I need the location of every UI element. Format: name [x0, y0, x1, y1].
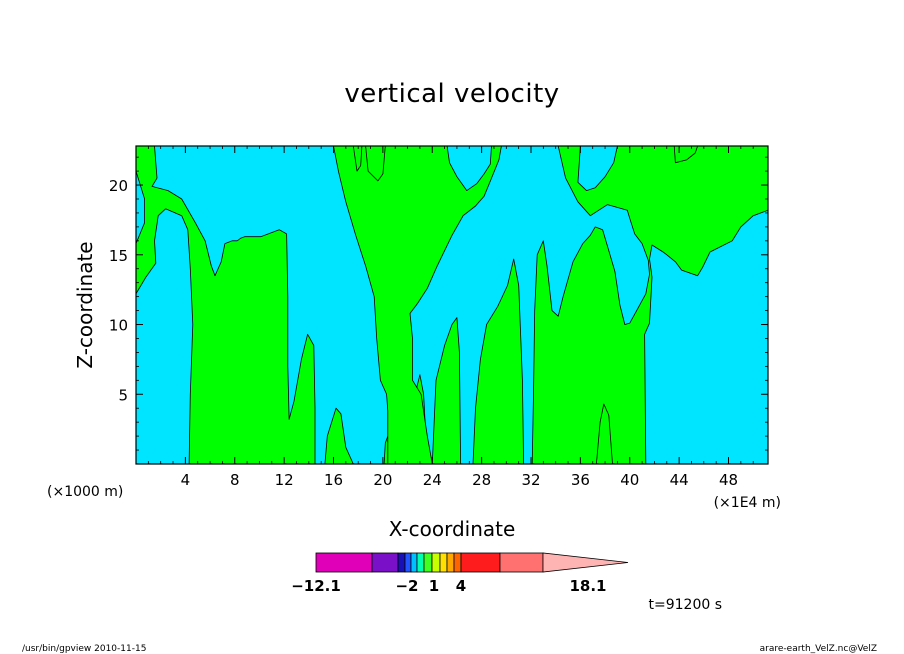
x-tick-label: 12	[275, 471, 294, 489]
x-tick-label: 40	[620, 471, 639, 489]
contour-region-9	[673, 146, 698, 164]
colorbar-swatch	[423, 552, 433, 573]
chart-title: vertical velocity	[344, 79, 559, 109]
x-tick-label: 4	[181, 471, 191, 489]
y-tick-label: 10	[109, 317, 128, 335]
colorbar-label: 18.1	[569, 577, 606, 595]
x-tick-label: 36	[571, 471, 590, 489]
colorbar-swatch	[410, 552, 418, 573]
colorbar-label: −12.1	[291, 577, 341, 595]
colorbar-swatch	[397, 552, 406, 573]
colorbar-swatch	[416, 552, 425, 573]
contour-region-4	[431, 317, 462, 464]
footer-left: /usr/bin/gpview 2010-11-15	[22, 644, 146, 654]
footer-right: arare-earth_VelZ.nc@VelZ	[760, 644, 877, 654]
colorbar-label: −2	[395, 577, 418, 595]
contour-region-8	[333, 146, 502, 464]
x-tick-label: 32	[521, 471, 540, 489]
colorbar-swatch	[453, 552, 462, 573]
x-tick-label: 24	[423, 471, 442, 489]
y-axis-label: Z-coordinate	[73, 241, 97, 368]
colorbar-swatch	[431, 552, 441, 573]
x-tick-label: 28	[472, 471, 491, 489]
x-tick-label: 16	[324, 471, 343, 489]
y-tick-label: 15	[109, 247, 128, 265]
x-multiplier-left: (×1000 m)	[47, 484, 123, 500]
contour-region-10	[352, 146, 363, 172]
colorbar-swatch	[371, 552, 399, 573]
colorbar-swatch	[446, 552, 455, 573]
contour-region-5	[472, 258, 524, 464]
colorbar-swatch	[542, 552, 629, 573]
colorbar-swatch	[315, 552, 373, 573]
x-axis-label: X-coordinate	[389, 517, 516, 541]
x-tick-label: 48	[719, 471, 738, 489]
colorbar-swatch	[439, 552, 448, 573]
colorbar-swatch	[404, 552, 412, 573]
colorbar-label: 4	[456, 577, 466, 595]
contour-region-7	[596, 403, 613, 464]
x-tick-label: 44	[670, 471, 689, 489]
colorbar-swatch	[460, 552, 501, 573]
colorbar-label: 1	[429, 577, 439, 595]
plot-frame	[135, 145, 769, 465]
contour-region-6	[531, 146, 768, 464]
y-tick-label: 20	[109, 177, 128, 195]
contour-region-2	[324, 407, 354, 464]
x-tick-label: 8	[230, 471, 240, 489]
time-annotation: t=91200 s	[649, 597, 723, 613]
colorbar-swatch	[499, 552, 544, 573]
x-multiplier-right: (×1E4 m)	[714, 495, 781, 511]
y-tick-label: 5	[118, 386, 128, 404]
contour-region-1	[136, 146, 316, 464]
colorbar: −12.1 −2 1 4 18.1	[291, 552, 629, 595]
x-tick-label: 20	[373, 471, 392, 489]
